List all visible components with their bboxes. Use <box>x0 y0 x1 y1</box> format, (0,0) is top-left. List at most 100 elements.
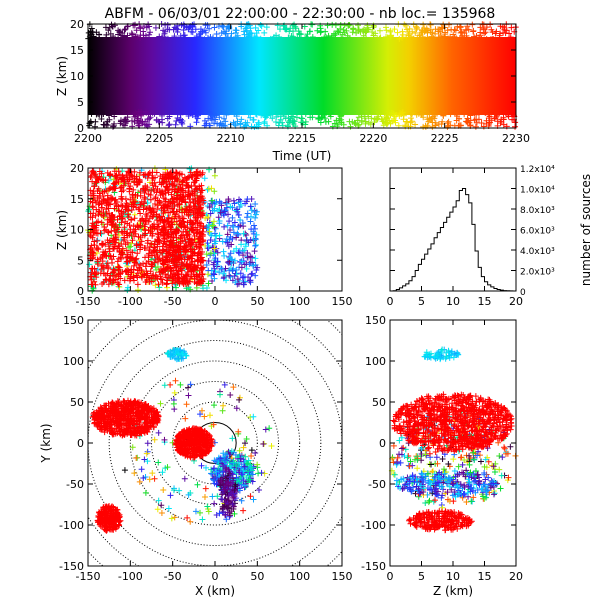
plan-view-panel: -150 -100 -50 0 50 100 150-150-100-50050100150… <box>39 314 353 598</box>
source-mark <box>334 109 341 116</box>
source-mark <box>122 120 129 127</box>
source-mark <box>325 118 332 125</box>
source-mark <box>240 279 247 286</box>
x-tick-label: -100 <box>118 295 143 308</box>
source-mark <box>104 109 111 116</box>
source-mark <box>234 118 241 125</box>
source-mark <box>382 24 389 31</box>
source-mark <box>248 271 255 278</box>
source-mark <box>392 119 399 126</box>
source-mark <box>179 117 186 124</box>
source-mark <box>364 24 371 31</box>
source-mark <box>233 405 240 412</box>
source-mark <box>99 189 106 196</box>
source-mark <box>408 111 415 118</box>
source-mark <box>164 115 171 122</box>
source-mark <box>250 496 257 503</box>
source-mark <box>211 205 218 212</box>
source-mark <box>155 429 162 436</box>
source-mark <box>252 200 259 207</box>
source-mark <box>165 505 172 512</box>
x-tick-label: 150 <box>332 295 353 308</box>
plan-view-points <box>89 346 275 534</box>
source-mark <box>225 243 232 250</box>
source-mark <box>96 35 103 42</box>
source-mark <box>166 121 173 128</box>
source-mark <box>131 215 138 222</box>
source-mark <box>216 269 223 276</box>
source-mark <box>171 389 178 396</box>
source-mark <box>211 188 218 195</box>
source-mark <box>210 261 217 268</box>
source-mark <box>281 22 288 29</box>
source-mark <box>238 497 245 504</box>
source-mark <box>253 111 260 118</box>
source-mark <box>414 24 421 31</box>
source-mark <box>211 120 218 127</box>
source-mark <box>492 30 499 37</box>
source-mark <box>440 112 447 119</box>
source-mark <box>111 113 118 120</box>
source-mark <box>268 442 275 449</box>
source-mark <box>230 229 237 236</box>
source-mark <box>167 381 174 388</box>
source-mark <box>500 121 507 128</box>
source-mark <box>94 237 101 244</box>
source-mark <box>410 35 417 42</box>
source-mark <box>204 186 211 193</box>
y-tick-label: 5 <box>77 254 84 267</box>
source-mark <box>429 123 436 130</box>
source-mark <box>252 449 259 456</box>
source-mark <box>430 35 437 42</box>
source-mark <box>205 115 212 122</box>
source-mark <box>287 25 294 32</box>
dense-source-band <box>88 37 516 115</box>
source-mark <box>109 109 116 116</box>
source-mark <box>152 24 159 31</box>
source-mark <box>146 31 153 38</box>
source-mark <box>240 230 247 237</box>
source-mark <box>436 36 443 43</box>
source-mark <box>199 270 206 277</box>
y-tick-label: 0 <box>77 285 84 298</box>
source-mark <box>242 25 249 32</box>
source-mark <box>338 119 345 126</box>
source-mark <box>227 250 234 257</box>
source-mark <box>105 27 112 34</box>
source-mark <box>413 23 420 30</box>
source-mark <box>227 273 234 280</box>
source-mark <box>244 108 251 115</box>
source-mark <box>413 111 420 118</box>
source-mark <box>134 112 141 119</box>
source-mark <box>437 28 444 35</box>
source-mark <box>110 123 117 130</box>
y-tick-label: 1.0x10⁴ <box>520 186 555 196</box>
source-mark <box>261 470 268 477</box>
source-mark <box>478 120 485 127</box>
source-mark <box>373 116 380 123</box>
source-mark <box>230 197 237 204</box>
source-mark <box>225 196 232 203</box>
source-mark <box>106 210 113 217</box>
source-mark <box>116 212 123 219</box>
source-mark <box>412 29 419 36</box>
source-mark <box>227 226 234 233</box>
source-mark <box>362 120 369 127</box>
source-mark <box>375 113 382 120</box>
source-mark <box>355 22 362 29</box>
source-mark <box>302 121 309 128</box>
source-mark <box>114 258 121 265</box>
source-mark <box>86 206 93 213</box>
source-mark <box>383 33 390 40</box>
source-mark <box>463 35 470 42</box>
source-mark <box>88 242 95 249</box>
y-tick-label: 2.0x10³ <box>520 268 555 278</box>
source-mark <box>221 274 228 281</box>
source-mark <box>185 112 192 119</box>
source-mark <box>261 112 268 119</box>
source-mark <box>251 123 258 130</box>
y-tick-label: 0 <box>77 437 84 450</box>
source-mark <box>493 114 500 121</box>
source-mark <box>157 36 164 43</box>
